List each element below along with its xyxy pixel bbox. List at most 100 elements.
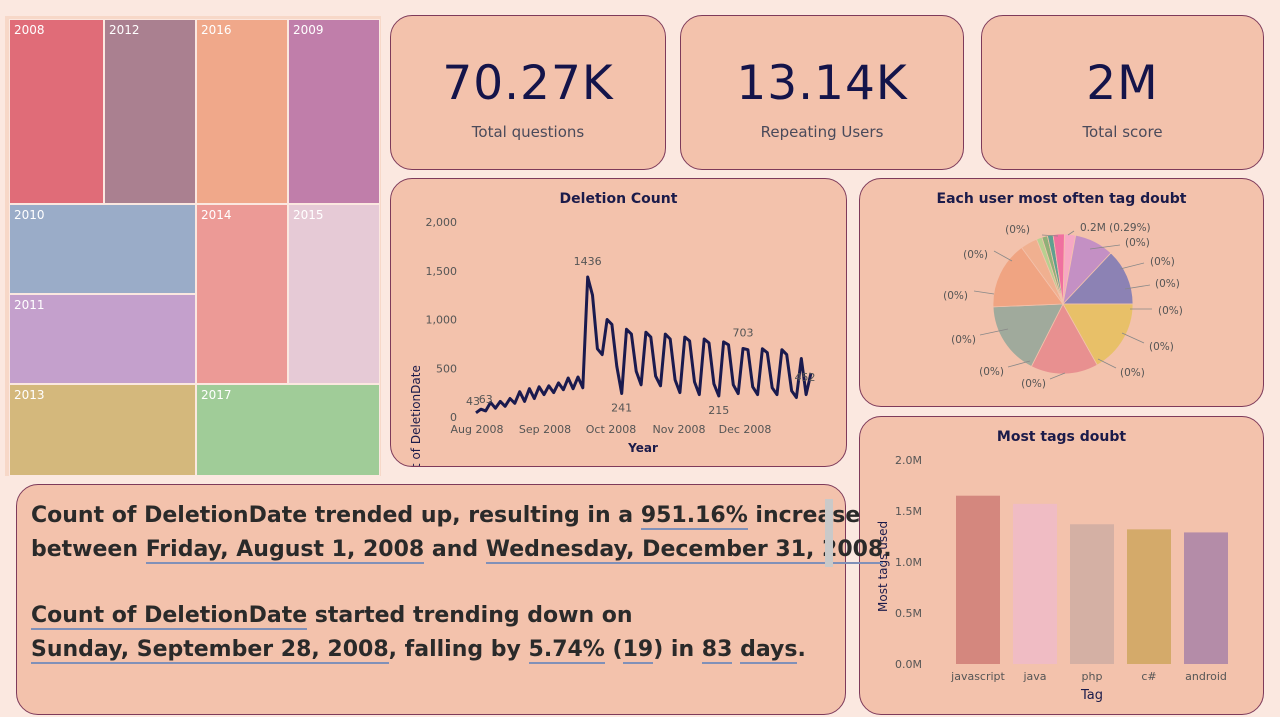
treemap-tile-2010[interactable]: 2010 xyxy=(9,204,196,294)
treemap-tile-2008[interactable]: 2008 xyxy=(9,19,104,204)
most-tags-card[interactable]: Most tags doubt Most tags used Tag 2.0M 1… xyxy=(859,416,1264,715)
narrative-text-run: . xyxy=(883,537,892,562)
pie-label: (0%) xyxy=(951,334,976,346)
narrative-text-run: , falling by xyxy=(388,637,529,662)
pie-callout-line xyxy=(979,328,1009,336)
treemap-tile-label: 2014 xyxy=(201,208,232,222)
narrative-value[interactable]: 951.16% xyxy=(640,503,748,530)
pie-label: (0%) xyxy=(963,249,988,261)
x-tick-label: c# xyxy=(1141,670,1156,683)
x-axis-title: Year xyxy=(627,441,658,455)
pie-slice[interactable] xyxy=(1030,303,1098,375)
pie-slice[interactable] xyxy=(1062,303,1134,366)
narrative-value[interactable]: Friday, August 1, 2008 xyxy=(145,537,425,564)
narrative-value[interactable]: days xyxy=(740,637,798,664)
pie-slice[interactable] xyxy=(992,303,1064,367)
narrative-text-run: and xyxy=(424,537,486,562)
narrative-value[interactable]: 5.74% xyxy=(528,637,605,664)
treemap-tile-label: 2008 xyxy=(14,23,45,37)
narrative-text-run: ) in xyxy=(653,637,702,662)
treemap-tile-2017[interactable]: 2017 xyxy=(196,384,380,476)
deletion-count-card[interactable]: Deletion Count Count of DeletionDate Yea… xyxy=(390,178,847,467)
narrative-value[interactable]: Sunday, September 28, 2008 xyxy=(31,637,389,664)
data-label: 703 xyxy=(733,326,754,339)
most-tags-bar-chart[interactable]: Most tags used Tag 2.0M1.5M1.0M0.5M0.0M … xyxy=(860,417,1263,714)
narrative-paragraph: Count of DeletionDate trended up, result… xyxy=(31,499,892,567)
narrative-text-run xyxy=(732,637,740,662)
treemap-tile-label: 2011 xyxy=(14,298,45,312)
narrative-value[interactable]: Wednesday, December 31, 2008 xyxy=(485,537,884,564)
y-tick-label: 0.0M xyxy=(895,658,922,671)
narrative-text-run: Count of DeletionDate trended up, result… xyxy=(31,503,641,528)
treemap-tile-label: 2012 xyxy=(109,23,140,37)
bar-android[interactable] xyxy=(1184,532,1228,664)
pie-slice[interactable] xyxy=(992,246,1064,308)
pie-label: (0%) xyxy=(979,366,1004,378)
year-treemap[interactable]: 2008 2012 2016 2009 2010 2014 2015 2011 2013 2017 xyxy=(5,16,381,476)
treemap-tile-2013[interactable]: 2013 xyxy=(9,384,196,476)
narrative-scrollbar[interactable] xyxy=(825,499,833,567)
kpi-value: 13.14K xyxy=(736,56,908,111)
treemap-tile-label: 2013 xyxy=(14,388,45,402)
treemap-tile-label: 2015 xyxy=(293,208,324,222)
treemap-tile-label: 2010 xyxy=(14,208,45,222)
narrative-text-run: between xyxy=(31,537,146,562)
kpi-total-questions-card[interactable]: 70.27K Total questions xyxy=(390,15,666,170)
pie-callout-line xyxy=(993,250,1013,262)
data-label: 241 xyxy=(611,402,632,415)
x-tick-label: Nov 2008 xyxy=(653,423,706,436)
pie-callout-line xyxy=(1089,244,1121,250)
pie-slice[interactable] xyxy=(1052,233,1065,305)
kpi-label: Repeating Users xyxy=(760,123,884,141)
treemap-tile-2009[interactable]: 2009 xyxy=(288,19,380,204)
smart-narrative-card[interactable]: Count of DeletionDate trended up, result… xyxy=(16,484,892,715)
treemap-tile-2011[interactable]: 2011 xyxy=(9,294,196,384)
pie-label: (0%) xyxy=(1158,305,1183,317)
deletion-line-chart[interactable]: Count of DeletionDate Year 2,000 1,500 1,0… xyxy=(391,179,846,466)
treemap-tile-2015[interactable]: 2015 xyxy=(288,204,380,384)
pie-label: 0.2M (0.29%) xyxy=(1080,222,1151,234)
kpi-value: 2M xyxy=(1086,56,1159,111)
pie-callout-line xyxy=(973,290,995,295)
pie-label: (0%) xyxy=(1125,237,1150,249)
narrative-paragraph: Count of DeletionDate started trending d… xyxy=(31,599,806,667)
kpi-value: 70.27K xyxy=(442,56,614,111)
pie-label: (0%) xyxy=(1005,224,1030,236)
data-label: 215 xyxy=(708,404,729,417)
deletion-line[interactable] xyxy=(475,275,813,415)
kpi-total-score-card[interactable]: 2M Total score xyxy=(981,15,1264,170)
narrative-text-run: started trending down on xyxy=(307,603,633,628)
pie-callout-line xyxy=(1007,360,1031,368)
tag-pie-chart[interactable]: (0%) 0.2M (0.29%) (0%) (0%) (0%) (0%) (0%) (0%)… xyxy=(860,179,1263,406)
x-tick-label: java xyxy=(1022,670,1046,683)
pie-callout-line xyxy=(1097,358,1117,369)
data-label: 452 xyxy=(795,371,816,384)
treemap-tile-label: 2009 xyxy=(293,23,324,37)
x-tick-label: Dec 2008 xyxy=(719,423,772,436)
y-axis-title: Count of DeletionDate xyxy=(409,365,423,466)
treemap-tile-2016[interactable]: 2016 xyxy=(196,19,288,204)
pie-label: (0%) xyxy=(1120,367,1145,379)
bar-javascript[interactable] xyxy=(956,495,1000,664)
bar-java[interactable] xyxy=(1013,503,1057,664)
x-tick-label: Sep 2008 xyxy=(519,423,571,436)
bar-c#[interactable] xyxy=(1127,529,1171,664)
y-tick-label: 1,000 xyxy=(426,314,458,327)
x-tick-label: Oct 2008 xyxy=(586,423,637,436)
pie-callout-line xyxy=(1124,284,1151,290)
narrative-text-run: ( xyxy=(604,637,623,662)
treemap-tile-label: 2016 xyxy=(201,23,232,37)
pie-callout-line xyxy=(1041,234,1059,237)
narrative-value[interactable]: Count of DeletionDate xyxy=(31,603,308,630)
bar-php[interactable] xyxy=(1070,524,1114,664)
pie-slice[interactable] xyxy=(1062,252,1134,305)
treemap-tile-2014[interactable]: 2014 xyxy=(196,204,288,384)
pie-callout-line xyxy=(1067,230,1075,236)
treemap-tile-2012[interactable]: 2012 xyxy=(104,19,196,204)
narrative-value[interactable]: 19 xyxy=(622,637,654,664)
tag-pie-card[interactable]: Each user most often tag doubt (0%) 0.2M … xyxy=(859,178,1264,407)
y-tick-label: 2.0M xyxy=(895,454,922,467)
narrative-value[interactable]: 83 xyxy=(701,637,733,664)
y-tick-label: 0.5M xyxy=(895,607,922,620)
kpi-repeating-users-card[interactable]: 13.14K Repeating Users xyxy=(680,15,964,170)
